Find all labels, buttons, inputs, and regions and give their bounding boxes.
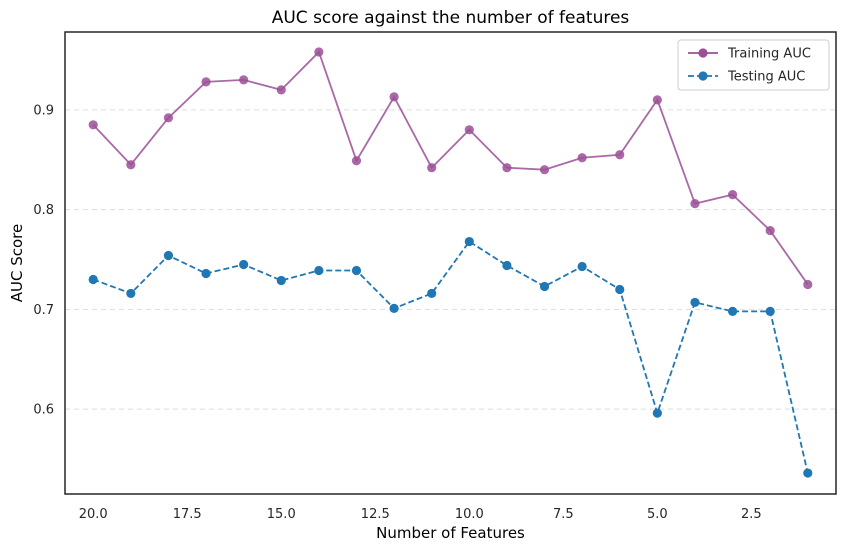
x-axis-ticks: 20.0 17.5 15.0 12.5 10.0 7.5 5.0 2.5 (79, 507, 762, 522)
training-auc-point (276, 85, 286, 95)
y-axis-title: AUC Score (8, 224, 26, 303)
testing-auc-point (727, 306, 738, 316)
legend: Training AUC Testing AUC (677, 39, 830, 91)
testing-auc-point (88, 274, 98, 285)
testing-auc-point (163, 250, 174, 261)
x-tick-label: 7.5 (553, 507, 574, 522)
x-tick-label: 20.0 (79, 507, 108, 522)
training-auc-point (502, 163, 512, 173)
testing-auc-point (389, 303, 399, 314)
y-tick-label: 0.7 (33, 303, 54, 318)
training-auc-point (201, 77, 211, 87)
testing-auc-point (502, 260, 512, 271)
gridlines (65, 109, 836, 410)
x-tick-label: 2.5 (741, 507, 762, 522)
y-axis-ticks: 0.6 0.7 0.8 0.9 (33, 103, 54, 417)
training-auc-point (88, 120, 98, 130)
training-auc-point (690, 199, 700, 209)
training-auc-point (727, 190, 738, 200)
training-auc-point (389, 92, 399, 102)
testing-auc-point (765, 306, 775, 316)
testing-auc-legend-marker (698, 71, 708, 81)
testing-auc-point (427, 288, 437, 299)
training-auc-point (126, 160, 136, 170)
testing-auc-point (464, 236, 474, 247)
training-auc-point (314, 47, 324, 57)
training-auc-point (539, 165, 550, 175)
testing-auc-point (351, 265, 362, 276)
x-tick-label: 10.0 (455, 507, 484, 522)
testing-auc-point (276, 275, 286, 286)
y-tick-label: 0.9 (33, 103, 54, 118)
x-axis-title: Number of Features (376, 524, 525, 542)
training-auc-point (427, 163, 437, 173)
testing-auc-line (92, 240, 809, 474)
training-auc-point (803, 279, 813, 290)
training-auc-point (652, 95, 662, 105)
training-auc-point (464, 125, 474, 135)
testing-auc-point (577, 261, 587, 272)
testing-auc-point (690, 297, 700, 308)
testing-auc-point (539, 281, 550, 292)
y-tick-label: 0.6 (33, 403, 54, 418)
series-lines (88, 47, 813, 478)
training-auc-point (239, 75, 249, 85)
training-auc-point (765, 225, 775, 236)
x-tick-label: 5.0 (647, 507, 668, 522)
training-auc-point (615, 150, 625, 160)
y-tick-label: 0.8 (33, 203, 54, 218)
testing-auc-point (652, 408, 662, 418)
training-auc-legend-label: Training AUC (727, 47, 811, 62)
testing-auc-point (126, 288, 136, 299)
x-tick-label: 17.5 (173, 507, 202, 522)
testing-auc-point (803, 468, 813, 478)
testing-auc-point (615, 284, 625, 295)
training-auc-point (351, 156, 362, 166)
chart-title: AUC score against the number of features (272, 8, 630, 28)
testing-auc-legend-label: Testing AUC (727, 70, 805, 85)
x-tick-label: 12.5 (361, 507, 390, 522)
testing-auc-point (314, 265, 324, 276)
training-auc-point (163, 113, 174, 123)
x-tick-label: 15.0 (267, 507, 296, 522)
training-auc-legend-marker (698, 48, 708, 58)
training-auc-line (92, 50, 809, 285)
testing-auc-point (239, 259, 249, 270)
plot-area-frame (64, 31, 837, 495)
testing-auc-point (201, 268, 211, 279)
training-auc-point (577, 153, 587, 163)
